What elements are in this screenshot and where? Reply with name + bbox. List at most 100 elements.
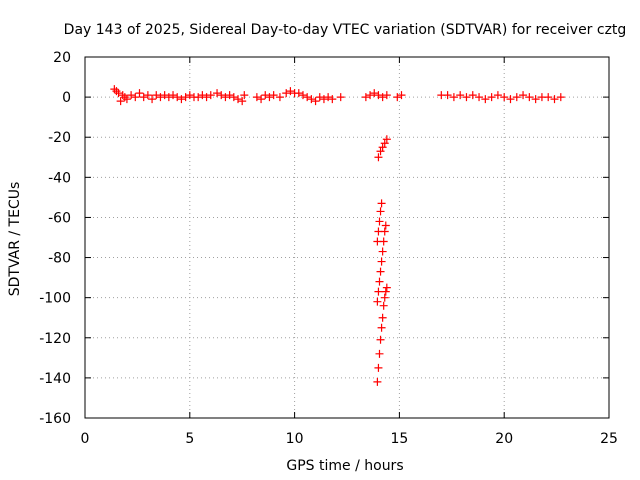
data-point xyxy=(315,93,324,102)
data-point xyxy=(376,267,385,276)
data-point xyxy=(122,95,131,104)
data-point xyxy=(468,91,477,100)
data-point xyxy=(379,237,388,246)
y-tick-label: -120 xyxy=(39,331,71,347)
data-point xyxy=(286,87,295,96)
data-point xyxy=(319,95,328,104)
data-point xyxy=(114,89,123,98)
data-point xyxy=(120,93,129,102)
x-tick-label: 10 xyxy=(286,431,304,447)
data-point xyxy=(378,247,387,256)
grid xyxy=(85,57,609,418)
data-point xyxy=(217,91,226,100)
data-point xyxy=(252,93,261,102)
x-tick-label: 15 xyxy=(390,431,408,447)
data-point xyxy=(148,95,157,104)
data-point xyxy=(379,301,388,310)
data-point xyxy=(375,217,384,226)
data-point xyxy=(143,91,152,100)
y-axis: 20 0 -20 -40 -60 -80 -100 -120 -140 -160 xyxy=(39,50,609,427)
data-point xyxy=(481,95,490,104)
y-tick-label: -160 xyxy=(39,411,71,427)
data-point xyxy=(380,139,389,148)
data-point xyxy=(194,93,203,102)
data-point xyxy=(135,89,144,98)
data-point xyxy=(275,93,284,102)
y-tick-label: 20 xyxy=(53,50,71,66)
data-point xyxy=(238,97,247,106)
data-point xyxy=(202,93,211,102)
data-point xyxy=(493,91,502,100)
data-point xyxy=(456,91,465,100)
data-point xyxy=(303,93,312,102)
data-point xyxy=(378,313,387,322)
data-point xyxy=(374,287,383,296)
data-point xyxy=(116,97,125,106)
y-tick-label: -80 xyxy=(48,251,71,267)
data-point xyxy=(294,89,303,98)
data-point xyxy=(265,93,274,102)
data-point xyxy=(374,363,383,372)
y-tick-label: 0 xyxy=(62,90,71,106)
data-point xyxy=(544,93,553,102)
data-point xyxy=(152,91,161,100)
data-point xyxy=(397,91,406,100)
data-point xyxy=(506,95,515,104)
data-point xyxy=(298,91,307,100)
data-point xyxy=(475,93,484,102)
data-point xyxy=(449,93,458,102)
data-point xyxy=(173,93,182,102)
data-point xyxy=(500,93,509,102)
data-point xyxy=(525,93,534,102)
data-point xyxy=(177,95,186,104)
data-point xyxy=(229,93,238,102)
data-points xyxy=(110,85,565,386)
data-point xyxy=(382,91,391,100)
data-point xyxy=(127,91,136,100)
data-point xyxy=(160,91,169,100)
y-tick-label: -40 xyxy=(48,170,71,186)
x-axis-label: GPS time / hours xyxy=(286,458,403,474)
x-axis: 0 5 10 15 20 25 xyxy=(81,57,618,447)
data-point xyxy=(512,93,521,102)
x-tick-label: 25 xyxy=(600,431,618,447)
x-tick-label: 20 xyxy=(495,431,513,447)
data-point xyxy=(118,91,127,100)
data-point xyxy=(376,335,385,344)
data-point xyxy=(336,93,345,102)
y-tick-label: -100 xyxy=(39,291,71,307)
data-point xyxy=(373,297,382,306)
data-point xyxy=(324,93,333,102)
data-point xyxy=(213,89,222,98)
data-point xyxy=(381,287,390,296)
data-point xyxy=(381,221,390,230)
data-point xyxy=(376,207,385,216)
data-point xyxy=(328,95,337,104)
y-tick-label: -20 xyxy=(48,130,71,146)
data-point xyxy=(374,153,383,162)
plot-frame xyxy=(84,56,610,419)
data-point xyxy=(380,227,389,236)
data-point xyxy=(373,377,382,386)
data-point xyxy=(156,93,165,102)
data-point xyxy=(378,93,387,102)
data-point xyxy=(377,199,386,208)
data-point xyxy=(380,293,389,302)
data-point xyxy=(225,91,234,100)
data-point xyxy=(198,91,207,100)
data-point xyxy=(181,93,190,102)
data-point xyxy=(378,143,387,152)
x-tick-label: 5 xyxy=(185,431,194,447)
data-point xyxy=(376,147,385,156)
x-tick-label: 0 xyxy=(81,431,90,447)
y-tick-label: -140 xyxy=(39,371,71,387)
data-point xyxy=(462,93,471,102)
data-point xyxy=(531,95,540,104)
y-tick-label: -60 xyxy=(48,210,71,226)
data-point xyxy=(487,93,496,102)
chart-title: Day 143 of 2025, Sidereal Day-to-day VTE… xyxy=(64,22,627,38)
data-point xyxy=(370,89,379,98)
data-point xyxy=(139,93,148,102)
data-point xyxy=(131,93,140,102)
